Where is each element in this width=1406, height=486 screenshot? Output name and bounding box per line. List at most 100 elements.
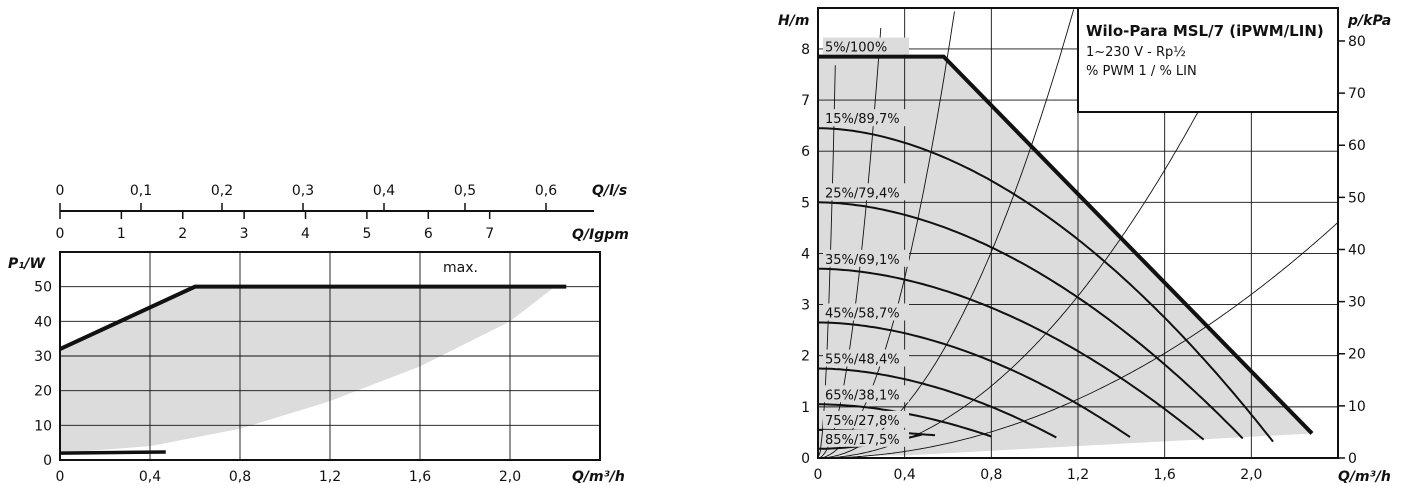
- flow-igpm-tick-label: 7: [485, 226, 494, 242]
- info-box-title: Wilo-Para MSL/7 (iPWM/LIN): [1086, 22, 1324, 40]
- power-x-tick-label: 2,0: [499, 469, 521, 485]
- speed-curve: [818, 127, 1274, 443]
- power-envelope-area: [60, 286, 555, 454]
- head-y-tick-label: 6: [801, 144, 810, 160]
- flow-secondary-axes: 0 0,1 0,2 0,3 0,4 0,5 0,6 0 1 2 3 4 5 6 7: [56, 183, 594, 242]
- flow-igpm-tick-label: 6: [424, 226, 433, 242]
- flow-ls-tick-label: 0,2: [211, 183, 233, 199]
- power-x-tick-label: 0: [56, 469, 65, 485]
- flow-ls-tick-label: 0,3: [292, 183, 314, 199]
- power-x-tick-label: 1,2: [319, 469, 341, 485]
- power-y-axis-label: P₁/W: [8, 256, 46, 272]
- head-y-tick-label: 8: [801, 42, 810, 58]
- head-y-tick-label: 3: [801, 298, 810, 314]
- pressure-tick-label: 80: [1348, 34, 1366, 50]
- info-box-line2: % PWM 1 / % LIN: [1086, 64, 1197, 79]
- power-y-tick-label: 10: [34, 418, 52, 434]
- pressure-tick-label: 0: [1348, 451, 1357, 467]
- power-y-tick-label: 20: [34, 384, 52, 400]
- head-y-tick-label: 1: [801, 400, 810, 416]
- power-x-tick-label: 0,4: [139, 469, 161, 485]
- head-y-tick-label: 4: [801, 246, 810, 262]
- head-y-axis-label: H/m: [778, 13, 809, 29]
- power-y-tick-label: 50: [34, 280, 52, 296]
- flow-igpm-tick-label: 0: [56, 226, 65, 242]
- head-x-tick-label: 0: [814, 467, 823, 483]
- head-chart-ticks: 0 0,4 0,8 1,2 1,6 2,0012345678010203040506070…: [801, 34, 1366, 483]
- speed-curve: [818, 321, 1131, 438]
- power-x-tick-label: 0,8: [229, 469, 251, 485]
- head-x-tick-label: 1,2: [1067, 467, 1089, 483]
- pressure-tick-label: 60: [1348, 138, 1366, 154]
- speed-curve: [818, 54, 1314, 435]
- speed-curve-label-bg: [823, 183, 909, 201]
- pressure-tick-label: 30: [1348, 295, 1366, 311]
- power-x-tick-label: 1,6: [409, 469, 431, 485]
- speed-curve-label: 55%/48,4%: [825, 353, 900, 368]
- head-y-tick-label: 0: [801, 451, 810, 467]
- power-chart-ticks: 0 0,4 0,8 1,2 1,6 2,0 0 10 20 30 40 50: [34, 280, 521, 485]
- head-x-axis-label: Q/m³/h: [1338, 469, 1391, 485]
- speed-curve-label-bg: [823, 410, 909, 428]
- max-power-curve: [59, 284, 567, 351]
- flow-ls-axis-label: Q/l/s: [592, 183, 627, 199]
- head-x-tick-label: 1,6: [1154, 467, 1176, 483]
- pressure-tick-label: 70: [1348, 86, 1366, 102]
- speed-curve-label: 5%/100%: [825, 41, 887, 56]
- power-chart-frame: [59, 251, 601, 461]
- pump-head-chart: 5%/100% 15%/89,7% 25%/79,4% 35%/69,1% 45%/58…: [778, 7, 1391, 485]
- head-y-tick-label: 7: [801, 93, 810, 109]
- flow-ls-tick-label: 0,4: [373, 183, 395, 199]
- power-curves: [59, 284, 567, 455]
- power-y-tick-label: 30: [34, 349, 52, 365]
- min-power-curve: [59, 450, 166, 455]
- pressure-tick-label: 40: [1348, 242, 1366, 258]
- speed-curve-label: 15%/89,7%: [825, 112, 900, 127]
- speed-curve-label-bg: [823, 249, 909, 267]
- speed-curve-label-bg: [823, 349, 909, 367]
- head-x-tick-label: 0,8: [980, 467, 1002, 483]
- flow-igpm-tick-label: 1: [117, 226, 126, 242]
- pressure-tick-label: 50: [1348, 190, 1366, 206]
- power-y-tick-label: 40: [34, 314, 52, 330]
- power-y-tick-label: 0: [43, 453, 52, 469]
- flow-igpm-tick-label: 3: [240, 226, 249, 242]
- speed-curve: [817, 201, 1244, 440]
- speed-curve-label: 25%/79,4%: [825, 186, 900, 201]
- flow-igpm-tick-label: 2: [178, 226, 187, 242]
- power-envelope-fill: [60, 286, 555, 454]
- flow-ls-tick-label: 0,6: [535, 183, 557, 199]
- speed-curve-label-bg: [823, 429, 909, 447]
- pressure-y-axis-label: p/kPa: [1347, 13, 1391, 29]
- speed-curve-label-bg: [823, 303, 909, 321]
- flow-ls-tick-label: 0,1: [130, 183, 152, 199]
- speed-curve-label-bg: [823, 109, 909, 127]
- flow-ls-tick-label: 0,5: [454, 183, 476, 199]
- speed-curve-label: 35%/69,1%: [825, 253, 900, 268]
- head-y-tick-label: 5: [801, 195, 810, 211]
- flow-igpm-tick-label: 4: [301, 226, 310, 242]
- pressure-tick-label: 20: [1348, 347, 1366, 363]
- pressure-tick-label: 10: [1348, 399, 1366, 415]
- speed-curve: [818, 267, 1205, 441]
- speed-curve-label-bg: [823, 37, 909, 55]
- speed-curve-label: 75%/27,8%: [825, 414, 900, 429]
- speed-curve-label: 85%/17,5%: [825, 433, 900, 448]
- speed-curve-label-bg: [823, 385, 909, 403]
- flow-igpm-axis-label: Q/Igpm: [572, 227, 629, 243]
- speed-curve: [817, 367, 1057, 439]
- speed-curve-label: 45%/58,7%: [825, 306, 900, 321]
- head-x-tick-label: 2,0: [1240, 467, 1262, 483]
- speed-curve-label: 65%/38,1%: [825, 388, 900, 403]
- power-x-axis-label: Q/m³/h: [572, 469, 625, 485]
- system-curve: [818, 222, 1338, 458]
- info-box-line1: 1~230 V - Rp½: [1086, 45, 1186, 60]
- speed-curve-labels: 5%/100% 15%/89,7% 25%/79,4% 35%/69,1% 45%/58…: [823, 37, 909, 448]
- head-chart-frame: [817, 7, 1339, 459]
- max-annotation: max.: [443, 260, 478, 276]
- head-x-tick-label: 0,4: [894, 467, 916, 483]
- flow-ls-tick-label: 0: [56, 183, 65, 199]
- flow-igpm-tick-label: 5: [362, 226, 371, 242]
